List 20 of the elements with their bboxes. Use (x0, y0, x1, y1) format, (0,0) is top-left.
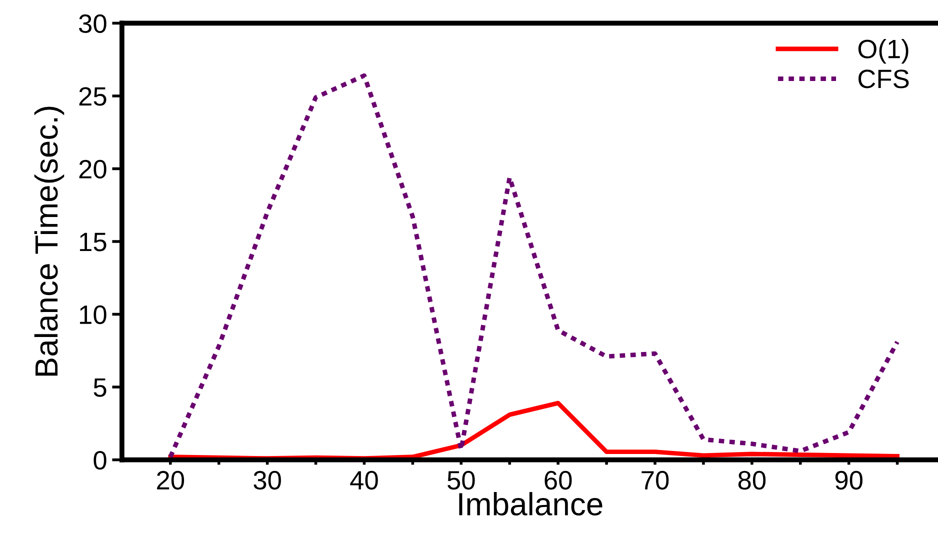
y-tick-label: 25 (79, 87, 106, 106)
line-series (168, 400, 900, 460)
x-axis-title: Imbalance (459, 492, 602, 516)
y-tick-label: 20 (79, 160, 106, 179)
y-tick-label: 0 (94, 450, 106, 470)
legend-label: CFS (858, 70, 909, 88)
legend-label: O(1) (858, 39, 908, 64)
y-tick-label: 5 (94, 378, 106, 397)
x-tick-label: 90 (835, 470, 862, 490)
x-tick-label: 80 (738, 470, 766, 490)
x-tick-label: 30 (254, 470, 281, 490)
x-tick-label: 60 (544, 470, 572, 490)
x-tick-label: 70 (642, 470, 669, 490)
y-tick-label: 30 (79, 14, 106, 34)
x-tick-label: 40 (350, 470, 378, 490)
y-tick-label: 15 (80, 232, 106, 252)
y-tick-label: 10 (80, 305, 106, 324)
y-axis-title: Balance Time(sec.) (34, 106, 64, 376)
x-tick-label: 20 (157, 470, 184, 490)
x-tick-label: 50 (448, 470, 475, 490)
